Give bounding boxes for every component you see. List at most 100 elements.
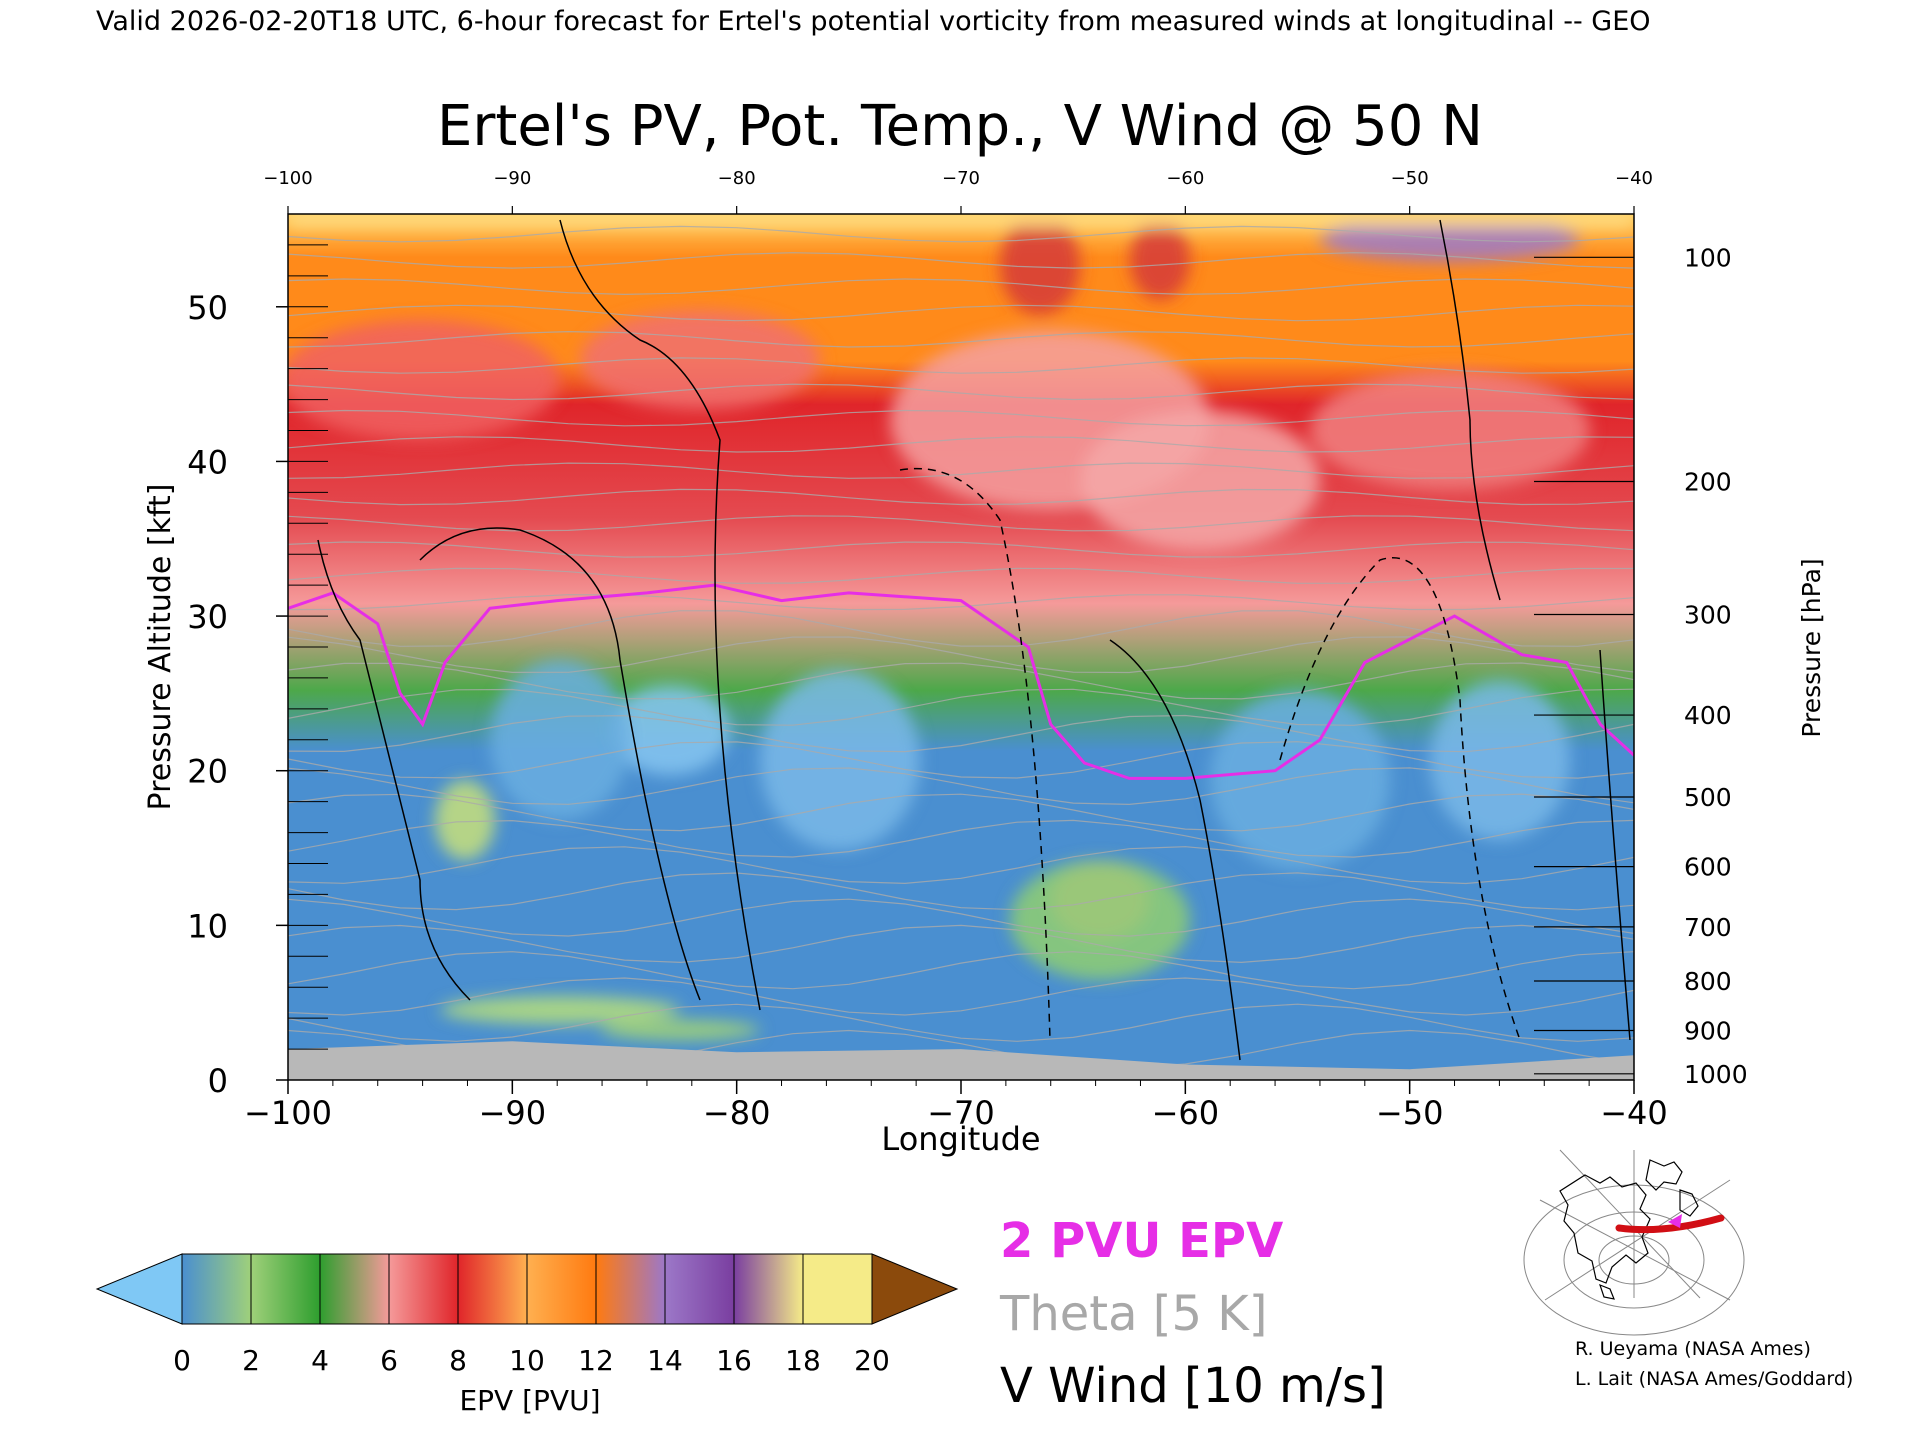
y-tick-label-left: 40 xyxy=(187,443,228,481)
x-tick-label-bottom: −100 xyxy=(244,1094,332,1132)
surface-mask xyxy=(288,1041,1634,1080)
theta-contour-line xyxy=(288,741,1634,779)
epv-fill-patch xyxy=(490,660,630,820)
epv-fill-patch xyxy=(1080,410,1320,550)
pressure-tick-label: 1000 xyxy=(1684,1060,1748,1089)
v-wind-contour-line xyxy=(1279,557,1521,1041)
x-tick-label-bottom: −90 xyxy=(479,1094,547,1132)
x-tick-label-top: −100 xyxy=(263,168,312,189)
y-axis-label-left: Pressure Altitude [kft] xyxy=(143,484,178,811)
y-tick-label-left: 30 xyxy=(187,598,228,636)
theta-contour-line xyxy=(288,714,1634,753)
epv-fill-patch xyxy=(1430,680,1570,840)
legend-theta: Theta [5 K] xyxy=(999,1286,1268,1342)
epv-fill-patch xyxy=(760,670,920,850)
colorbar-segment xyxy=(181,1253,252,1325)
y-tick-label-left: 20 xyxy=(187,753,228,791)
theta-contour-line xyxy=(288,636,1634,674)
x-tick-label-bottom: −60 xyxy=(1152,1094,1220,1132)
colorbar-under-arrow xyxy=(95,1253,183,1325)
v-wind-contour-line xyxy=(419,527,701,1001)
colorbar-tick-label: 10 xyxy=(509,1344,545,1377)
x-tick-label-top: −50 xyxy=(1391,168,1429,189)
theta-contour-line xyxy=(288,1003,1634,1042)
epv-2pvu-contour-layer xyxy=(288,583,1634,780)
x-tick-label-bottom: −50 xyxy=(1376,1094,1444,1132)
v-wind-contour-line xyxy=(899,467,1051,1041)
theta-contour-line xyxy=(288,688,1634,726)
theta-contour-line xyxy=(288,330,1634,348)
theta-contour-line xyxy=(288,515,1634,532)
epv-fill-patch xyxy=(288,320,560,440)
colorbar-tick-label: 14 xyxy=(647,1344,683,1377)
x-axis-label: Longitude xyxy=(881,1120,1040,1158)
colorbar-tick-label: 4 xyxy=(311,1344,329,1377)
colorbar: 0 2 4 6 8 10 12 14 16 18 20 xyxy=(95,1253,959,1377)
pressure-tick-label: 400 xyxy=(1684,701,1732,730)
theta-contour-line xyxy=(288,436,1634,453)
plot-area xyxy=(288,214,1634,1080)
colorbar-segment xyxy=(250,1253,321,1325)
chart-title: Ertel's PV, Pot. Temp., V Wind @ 50 N xyxy=(437,94,1483,159)
theta-contour-line xyxy=(288,304,1634,322)
theta-contour-line xyxy=(288,567,1634,584)
colorbar-tick-label: 16 xyxy=(716,1344,752,1377)
x-tick-label-top: −90 xyxy=(493,168,531,189)
location-map-inset xyxy=(1523,1148,1745,1336)
epv-fill-patch xyxy=(435,780,495,860)
theta-contour-line xyxy=(288,462,1634,479)
v-wind-contour-line xyxy=(559,219,761,1011)
legend: 2 PVU EPV Theta [5 K] V Wind [10 m/s] xyxy=(999,1213,1386,1414)
epv-fill-patch xyxy=(440,996,680,1024)
theta-contour-line xyxy=(288,541,1634,558)
x-tick-label-bottom: −40 xyxy=(1600,1094,1668,1132)
x-tick-label-bottom: −80 xyxy=(703,1094,771,1132)
theta-contour-line xyxy=(288,488,1634,506)
colorbar-tick-label: 8 xyxy=(449,1344,467,1377)
theta-contour-line xyxy=(288,819,1634,858)
epv-fill-top-band xyxy=(288,214,1634,226)
colorbar-label: EPV [PVU] xyxy=(459,1384,600,1417)
pressure-tick-label: 100 xyxy=(1684,243,1732,272)
epv-2pvu-contour xyxy=(288,583,1634,780)
epv-fill-patch xyxy=(1310,370,1590,490)
pressure-tick-label: 900 xyxy=(1684,1017,1732,1046)
theta-contour-line xyxy=(288,409,1634,427)
axes: −100 −100 −90 −90 −80 −80 −70 −70 −60 −60 −50 −50 −4… xyxy=(187,168,1747,1132)
colorbar-segment xyxy=(319,1253,390,1325)
epv-fill-patch xyxy=(1010,860,1190,980)
colorbar-tick-label: 2 xyxy=(242,1344,260,1377)
colorbar-segment xyxy=(388,1253,459,1325)
pressure-tick-label: 600 xyxy=(1684,853,1732,882)
colorbar-tick-label: 0 xyxy=(173,1344,191,1377)
epv-fill-patch xyxy=(1130,220,1190,300)
theta-contour-line xyxy=(288,846,1634,885)
surface-terrain xyxy=(288,1041,1634,1080)
colorbar-segment xyxy=(457,1253,528,1325)
v-wind-contour-line xyxy=(1599,649,1631,1041)
pressure-tick-label: 700 xyxy=(1684,913,1732,942)
colorbar-tick-label: 12 xyxy=(578,1344,614,1377)
theta-contour-line xyxy=(288,383,1634,401)
v-wind-contour-line xyxy=(1439,219,1501,601)
y-axis-label-right: Pressure [hPa] xyxy=(1797,558,1826,737)
epv-fill-patch xyxy=(1000,215,1080,315)
credit-line-2: L. Lait (NASA Ames/Goddard) xyxy=(1575,1368,1853,1390)
theta-contour-line xyxy=(288,662,1634,700)
legend-2pvu-epv: 2 PVU EPV xyxy=(1000,1213,1283,1269)
credit-line-1: R. Ueyama (NASA Ames) xyxy=(1575,1338,1811,1360)
epv-fill-layer xyxy=(288,214,1634,1040)
theta-contour-line xyxy=(288,793,1634,832)
colorbar-over-arrow xyxy=(871,1253,959,1325)
colorbar-tick-label: 18 xyxy=(785,1344,821,1377)
v-wind-contour-line xyxy=(1109,639,1241,1061)
colorbar-segment xyxy=(595,1253,666,1325)
v-wind-contour-line xyxy=(317,539,471,1001)
epv-fill-patch xyxy=(1210,690,1390,870)
x-tick-label-top: −80 xyxy=(718,168,756,189)
theta-contour-line xyxy=(288,872,1634,911)
x-tick-label-top: −40 xyxy=(1615,168,1653,189)
colorbar-tick-label: 6 xyxy=(380,1344,398,1377)
legend-v-wind: V Wind [10 m/s] xyxy=(1000,1358,1386,1414)
